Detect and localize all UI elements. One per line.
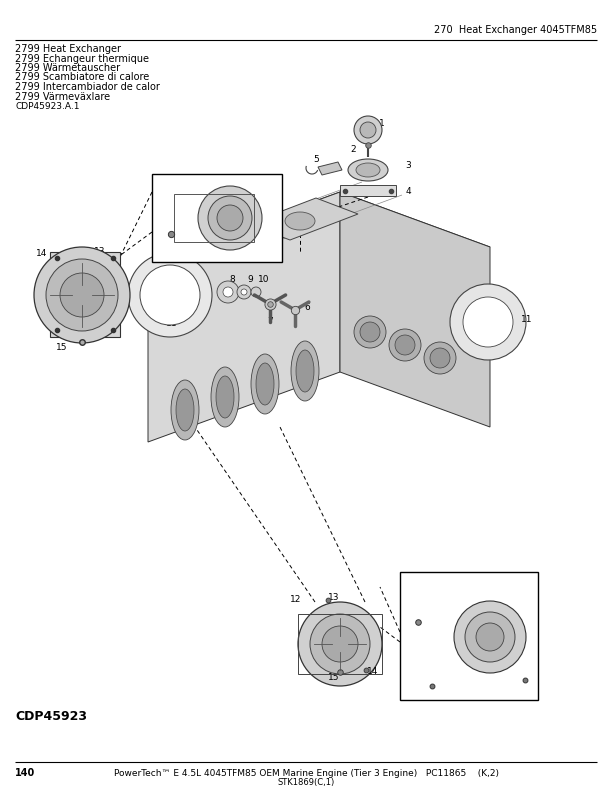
Circle shape (354, 116, 382, 144)
Text: CDP45923: CDP45923 (15, 710, 87, 722)
Text: 14: 14 (36, 249, 48, 258)
Circle shape (241, 289, 247, 295)
Circle shape (217, 281, 239, 303)
Circle shape (237, 285, 251, 299)
Ellipse shape (291, 341, 319, 401)
Text: 15: 15 (154, 235, 166, 245)
Polygon shape (318, 162, 342, 175)
Text: 270  Heat Exchanger 4045TFM85: 270 Heat Exchanger 4045TFM85 (434, 25, 597, 35)
Circle shape (198, 186, 262, 250)
Text: 5: 5 (313, 154, 319, 163)
Circle shape (298, 602, 382, 686)
Ellipse shape (360, 322, 380, 342)
Ellipse shape (430, 348, 450, 368)
Text: 4: 4 (405, 186, 411, 196)
Circle shape (34, 247, 130, 343)
Text: 140: 140 (15, 768, 35, 778)
Text: PowerTech™ E 4.5L 4045TFM85 OEM Marine Engine (Tier 3 Engine)   PC11865    (K,2): PowerTech™ E 4.5L 4045TFM85 OEM Marine E… (113, 768, 499, 778)
Circle shape (360, 122, 376, 138)
Polygon shape (340, 185, 396, 196)
Circle shape (60, 273, 104, 317)
Polygon shape (50, 252, 120, 337)
Text: 1: 1 (379, 120, 385, 128)
Text: 2799 Wärmetauscher: 2799 Wärmetauscher (15, 63, 120, 73)
Circle shape (46, 259, 118, 331)
Text: 12: 12 (56, 272, 68, 281)
Ellipse shape (424, 342, 456, 374)
Text: 12: 12 (290, 596, 302, 604)
Text: 10: 10 (258, 276, 270, 284)
Text: 11: 11 (521, 315, 533, 325)
Text: 16: 16 (402, 615, 414, 625)
Text: 14: 14 (528, 672, 540, 681)
Text: 11: 11 (166, 319, 177, 329)
Text: 15: 15 (56, 342, 68, 352)
Circle shape (465, 612, 515, 662)
Ellipse shape (356, 163, 380, 177)
Polygon shape (248, 198, 358, 240)
Text: 16: 16 (156, 200, 168, 210)
Polygon shape (148, 192, 490, 317)
Ellipse shape (251, 354, 279, 414)
Ellipse shape (256, 363, 274, 405)
Text: 6: 6 (304, 303, 310, 313)
Circle shape (454, 601, 526, 673)
Text: 15: 15 (328, 672, 340, 681)
Ellipse shape (176, 389, 194, 431)
Text: 13: 13 (328, 592, 340, 601)
Circle shape (217, 205, 243, 231)
Text: 2: 2 (350, 144, 356, 154)
Ellipse shape (285, 212, 315, 230)
Circle shape (322, 626, 358, 662)
Circle shape (251, 287, 261, 297)
Ellipse shape (171, 380, 199, 440)
Ellipse shape (211, 367, 239, 427)
Text: 7: 7 (267, 318, 273, 326)
Text: 8: 8 (229, 276, 235, 284)
Circle shape (128, 253, 212, 337)
Text: 2799 Intercambiador de calor: 2799 Intercambiador de calor (15, 82, 160, 92)
Text: 9: 9 (247, 276, 253, 284)
Text: CDP45923.A.1: CDP45923.A.1 (15, 102, 80, 111)
Circle shape (223, 287, 233, 297)
Text: 13: 13 (94, 247, 106, 257)
Circle shape (310, 614, 370, 674)
Text: 3: 3 (405, 162, 411, 170)
Text: 2799 Echangeur thermique: 2799 Echangeur thermique (15, 54, 149, 63)
Ellipse shape (216, 376, 234, 418)
Text: 2799 Scambiatore di calore: 2799 Scambiatore di calore (15, 73, 149, 82)
Circle shape (208, 196, 252, 240)
Circle shape (476, 623, 504, 651)
Circle shape (450, 284, 526, 360)
Ellipse shape (348, 159, 388, 181)
Ellipse shape (296, 350, 314, 392)
Text: 14: 14 (367, 668, 379, 676)
Text: 2799 Heat Exchanger: 2799 Heat Exchanger (15, 44, 121, 54)
Bar (152, 174, 282, 262)
Text: STK1869(C,1): STK1869(C,1) (277, 778, 335, 786)
Ellipse shape (395, 335, 415, 355)
Bar (400, 572, 538, 700)
Ellipse shape (389, 329, 421, 361)
Polygon shape (340, 192, 490, 427)
Ellipse shape (354, 316, 386, 348)
Text: 15: 15 (429, 687, 441, 696)
Text: 13: 13 (412, 630, 424, 638)
Circle shape (140, 265, 200, 325)
Circle shape (463, 297, 513, 347)
Text: 2799 Värmeväxlare: 2799 Värmeväxlare (15, 92, 110, 101)
Polygon shape (148, 192, 340, 442)
